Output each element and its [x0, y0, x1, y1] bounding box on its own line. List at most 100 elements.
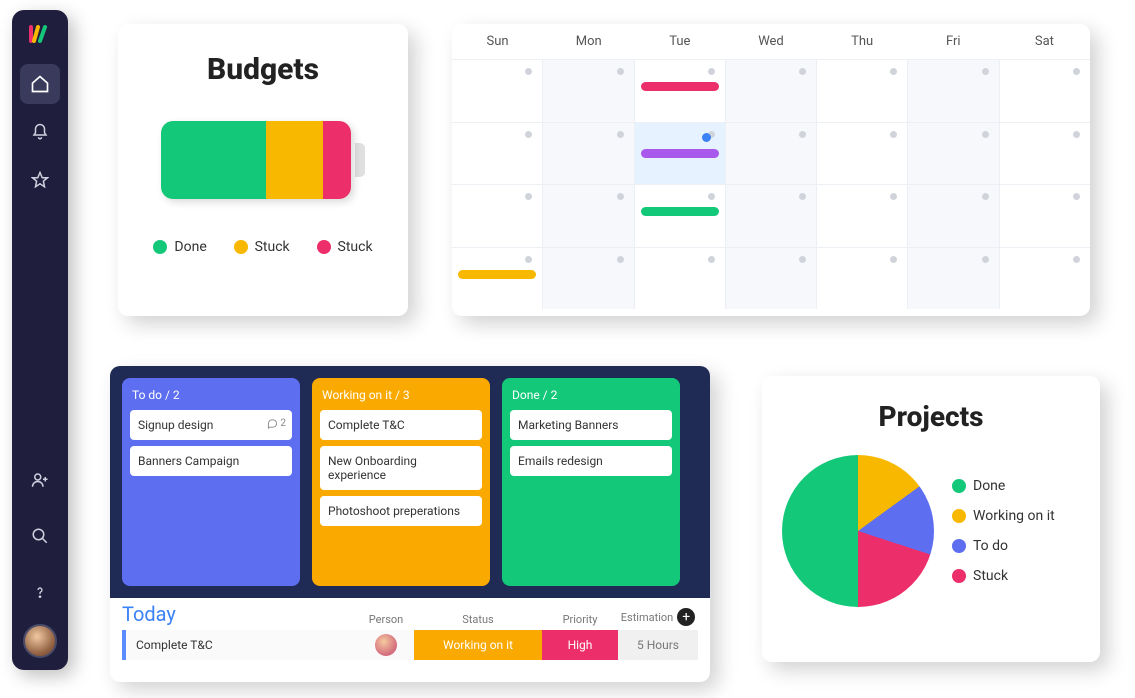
legend-label: Stuck [255, 239, 290, 255]
calendar-cell[interactable] [817, 248, 908, 310]
legend-item: Done [952, 478, 1055, 494]
calendar-cell[interactable] [908, 248, 999, 310]
kanban-column-title: To do / 2 [130, 386, 292, 410]
kanban-column[interactable]: Done / 2Marketing BannersEmails redesign [502, 378, 680, 586]
kanban-column-title: Working on it / 3 [320, 386, 482, 410]
calendar-event[interactable] [641, 82, 719, 91]
kanban-task[interactable]: Marketing Banners [510, 410, 672, 440]
calendar-cell[interactable] [543, 60, 634, 122]
calendar-day-header: Fri [908, 24, 999, 59]
kanban-column[interactable]: To do / 2Signup design2 Banners Campaign [122, 378, 300, 586]
cell-marker-icon [1073, 131, 1080, 138]
legend-label: Done [174, 239, 206, 255]
today-row-priority[interactable]: High [542, 630, 618, 660]
cell-marker-icon [982, 131, 989, 138]
calendar-cell[interactable] [452, 60, 543, 122]
cell-marker-icon [708, 256, 715, 263]
calendar-cell[interactable] [635, 248, 726, 310]
legend-item: Done [153, 239, 206, 255]
add-column-button[interactable]: + [677, 608, 695, 626]
today-row-name[interactable]: Complete T&C [126, 630, 358, 660]
calendar-card: SunMonTueWedThuFriSat [452, 24, 1090, 316]
cell-marker-icon [525, 256, 532, 263]
calendar-cell[interactable] [452, 123, 543, 185]
budgets-bar [161, 121, 351, 199]
calendar-cell[interactable] [1000, 185, 1090, 247]
legend-dot-icon [952, 479, 966, 493]
legend-item: Stuck [952, 568, 1055, 584]
kanban-column[interactable]: Working on it / 3Complete T&C New Onboard… [312, 378, 490, 586]
calendar-day-header: Sun [452, 24, 543, 59]
cell-marker-icon [617, 131, 624, 138]
calendar-day-header: Tue [634, 24, 725, 59]
projects-legend: DoneWorking on itTo doStuck [952, 478, 1055, 584]
legend-label: To do [973, 538, 1008, 554]
calendar-event[interactable] [458, 270, 536, 279]
calendar-cell[interactable] [1000, 60, 1090, 122]
calendar-cell[interactable] [543, 123, 634, 185]
legend-dot-icon [952, 569, 966, 583]
calendar-cell[interactable] [726, 123, 817, 185]
cell-marker-icon [890, 131, 897, 138]
cell-marker-icon [617, 256, 624, 263]
calendar-cell[interactable] [726, 60, 817, 122]
battery-cap-icon [355, 143, 365, 177]
calendar-cell[interactable] [452, 185, 543, 247]
person-avatar-icon [375, 634, 397, 656]
today-row-status[interactable]: Working on it [414, 630, 542, 660]
calendar-cell[interactable] [1000, 248, 1090, 310]
calendar-cell[interactable] [1000, 123, 1090, 185]
cell-marker-icon [708, 193, 715, 200]
avatar[interactable] [23, 624, 57, 658]
comment-icon[interactable]: 2 [267, 418, 286, 429]
calendar-cell[interactable] [908, 185, 999, 247]
kanban-task[interactable]: Banners Campaign [130, 446, 292, 476]
calendar-cell[interactable] [635, 185, 726, 247]
kanban-task[interactable]: Emails redesign [510, 446, 672, 476]
home-icon[interactable] [20, 64, 60, 104]
kanban-task[interactable]: Signup design2 [130, 410, 292, 440]
cell-marker-icon [525, 68, 532, 75]
kanban-task[interactable]: Complete T&C [320, 410, 482, 440]
calendar-event-dot[interactable] [702, 133, 711, 142]
today-row-estimation[interactable]: 5 Hours [618, 630, 698, 660]
legend-dot-icon [317, 240, 331, 254]
budgets-title: Budgets [140, 52, 386, 87]
cell-marker-icon [1073, 68, 1080, 75]
cell-marker-icon [1073, 256, 1080, 263]
calendar-cell[interactable] [726, 185, 817, 247]
cell-marker-icon [982, 193, 989, 200]
legend-item: Stuck [234, 239, 290, 255]
kanban-task[interactable]: Photoshoot preperations [320, 496, 482, 526]
today-head-person: Person [358, 613, 414, 626]
budgets-legend: DoneStuckStuck [140, 239, 386, 255]
help-icon[interactable] [20, 572, 60, 612]
kanban-task[interactable]: New Onboarding experience [320, 446, 482, 490]
projects-title: Projects [782, 400, 1080, 433]
today-row-person[interactable] [358, 630, 414, 660]
calendar-cell[interactable] [452, 248, 543, 310]
app-logo [28, 22, 52, 46]
bell-icon[interactable] [20, 112, 60, 152]
calendar-grid [452, 59, 1090, 309]
calendar-cell[interactable] [635, 123, 726, 185]
calendar-cell[interactable] [726, 248, 817, 310]
calendar-cell[interactable] [817, 185, 908, 247]
calendar-cell[interactable] [908, 60, 999, 122]
calendar-day-header: Wed [725, 24, 816, 59]
calendar-event[interactable] [641, 207, 719, 216]
search-icon[interactable] [20, 516, 60, 556]
cell-marker-icon [708, 68, 715, 75]
legend-dot-icon [153, 240, 167, 254]
calendar-cell[interactable] [908, 123, 999, 185]
calendar-cell[interactable] [817, 60, 908, 122]
star-icon[interactable] [20, 160, 60, 200]
cell-marker-icon [617, 68, 624, 75]
calendar-cell[interactable] [543, 185, 634, 247]
calendar-cell[interactable] [635, 60, 726, 122]
invite-icon[interactable] [20, 460, 60, 500]
calendar-cell[interactable] [817, 123, 908, 185]
calendar-cell[interactable] [543, 248, 634, 310]
calendar-event[interactable] [641, 149, 719, 158]
legend-dot-icon [952, 509, 966, 523]
